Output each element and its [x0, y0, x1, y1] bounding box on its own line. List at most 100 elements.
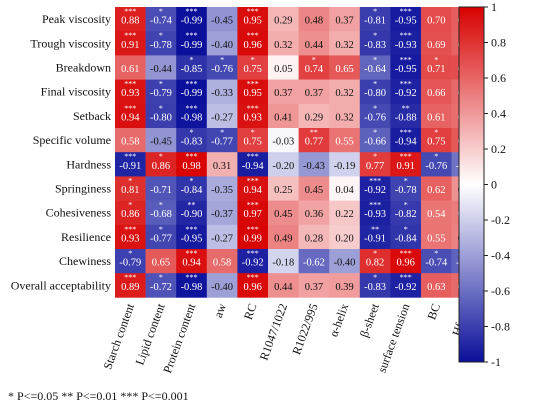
heatmap-cell — [421, 273, 452, 298]
cell-value-label: 0.65 — [335, 64, 353, 75]
significance-stars: *** — [247, 201, 259, 210]
heatmap-cell — [145, 152, 177, 177]
cell-value-label: 0.70 — [427, 16, 445, 27]
cell-value-label: -0.33 — [211, 88, 233, 99]
heatmap-cell — [206, 224, 238, 250]
cell-value-label: -0.76 — [211, 64, 233, 75]
significance-stars: *** — [400, 55, 412, 64]
heatmap-cell — [329, 273, 361, 298]
heatmap-cell — [390, 152, 422, 177]
cell-value-label: 0.49 — [274, 233, 292, 244]
heatmap-cell — [176, 103, 208, 129]
heatmap-cell — [359, 79, 391, 105]
heatmap-cell — [145, 103, 177, 129]
heatmap-cell — [145, 79, 177, 105]
colorbar-tick-label: 0.4 — [491, 107, 506, 121]
cell-value-label: 0.62 — [427, 185, 445, 196]
heatmap-cell — [329, 224, 361, 250]
significance-stars: * — [373, 273, 377, 282]
cell-value-label: 0.37 — [274, 88, 292, 99]
heatmap-cell — [298, 79, 330, 105]
heatmap-cell — [206, 55, 238, 80]
significance-stars: * — [159, 7, 163, 16]
significance-stars: *** — [247, 152, 259, 161]
cell-value-label: -0.80 — [150, 112, 172, 123]
heatmap-cell — [237, 55, 269, 80]
heatmap-cell — [115, 273, 146, 298]
cell-value-label: 0.99 — [244, 233, 262, 244]
significance-stars: *** — [369, 201, 381, 210]
heatmap-cell — [329, 152, 361, 177]
cell-value-label: -0.90 — [181, 209, 203, 220]
cell-value-label: -0.40 — [334, 258, 356, 269]
cell-value-label: -0.45 — [150, 137, 172, 148]
cell-value-label: -0.91 — [364, 233, 386, 244]
heatmap-cell — [359, 31, 391, 56]
significance-stars: * — [373, 55, 377, 64]
heatmap-cell — [268, 31, 299, 56]
heatmap-cell — [329, 249, 361, 274]
heatmap-cell — [390, 249, 422, 274]
significance-stars: ** — [310, 128, 318, 137]
cell-value-label: -0.95 — [395, 64, 417, 75]
row-label: Peak viscosity — [42, 12, 111, 26]
column-label: β-sheet — [357, 301, 382, 339]
heatmap-cell — [206, 200, 238, 226]
cell-value-label: 0.25 — [274, 185, 292, 196]
cell-value-label: 0.31 — [213, 161, 231, 172]
significance-stars: *** — [400, 273, 412, 282]
cell-value-label: -0.03 — [272, 137, 294, 148]
cell-value-label: -0.62 — [303, 258, 325, 269]
cell-value-label: 0.71 — [427, 64, 445, 75]
cell-value-label: 0.55 — [427, 233, 445, 244]
significance-stars: *** — [247, 80, 259, 89]
heatmap-cell — [237, 200, 269, 226]
row-label: Cohesiveness — [46, 206, 112, 220]
row-label: Final viscosity — [41, 85, 111, 99]
heatmap-cell — [421, 249, 452, 274]
significance-stars: * — [434, 152, 438, 161]
cell-value-label: 0.36 — [305, 209, 323, 220]
cell-value-label: 0.32 — [335, 88, 353, 99]
cell-value-label: 0.66 — [427, 88, 445, 99]
cell-value-label: 0.96 — [397, 258, 415, 269]
cell-value-label: -0.27 — [211, 233, 233, 244]
cell-value-label: 0.61 — [427, 112, 445, 123]
heatmap-cell — [145, 200, 177, 226]
significance-stars: *** — [186, 31, 198, 40]
heatmap-cell — [268, 7, 299, 32]
heatmap-cell — [176, 224, 208, 250]
cell-value-label: 0.81 — [121, 185, 139, 196]
heatmap-cell — [176, 7, 208, 32]
column-label: RC — [241, 302, 260, 322]
heatmap-cell — [145, 249, 177, 274]
significance-stars: *** — [247, 273, 259, 282]
cell-value-label: 0.82 — [366, 258, 384, 269]
heatmap-cell — [421, 152, 452, 177]
heatmap-cell — [421, 128, 452, 153]
cell-value-label: -0.64 — [364, 64, 387, 75]
heatmap-cell — [115, 103, 146, 129]
heatmap-cell — [298, 152, 330, 177]
cell-value-label: 0.58 — [121, 137, 139, 148]
significance-stars: * — [159, 273, 163, 282]
heatmap-cell — [115, 31, 146, 56]
significance-stars: * — [373, 31, 377, 40]
heatmap-cells: 0.88***-0.74*-0.99***-0.45 0.95***0.29 0.4… — [115, 7, 483, 298]
cell-value-label: -0.83 — [181, 137, 203, 148]
heatmap-cell — [298, 176, 330, 201]
cell-value-label: -0.72 — [150, 282, 172, 293]
heatmap-cell — [421, 55, 452, 80]
heatmap-cell — [421, 224, 452, 250]
heatmap-cell — [237, 249, 269, 274]
significance-stars: * — [404, 201, 408, 210]
heatmap-cell — [176, 152, 208, 177]
heatmap-cell — [237, 7, 269, 32]
cell-value-label: 0.58 — [213, 258, 231, 269]
colorbar-tick-label: -0.4 — [491, 249, 510, 263]
heatmap-cell — [390, 128, 422, 153]
colorbar-tick-label: 0.2 — [491, 142, 506, 156]
heatmap-cell — [145, 7, 177, 32]
cell-value-label: -0.83 — [364, 282, 386, 293]
heatmap-cell — [145, 55, 177, 80]
